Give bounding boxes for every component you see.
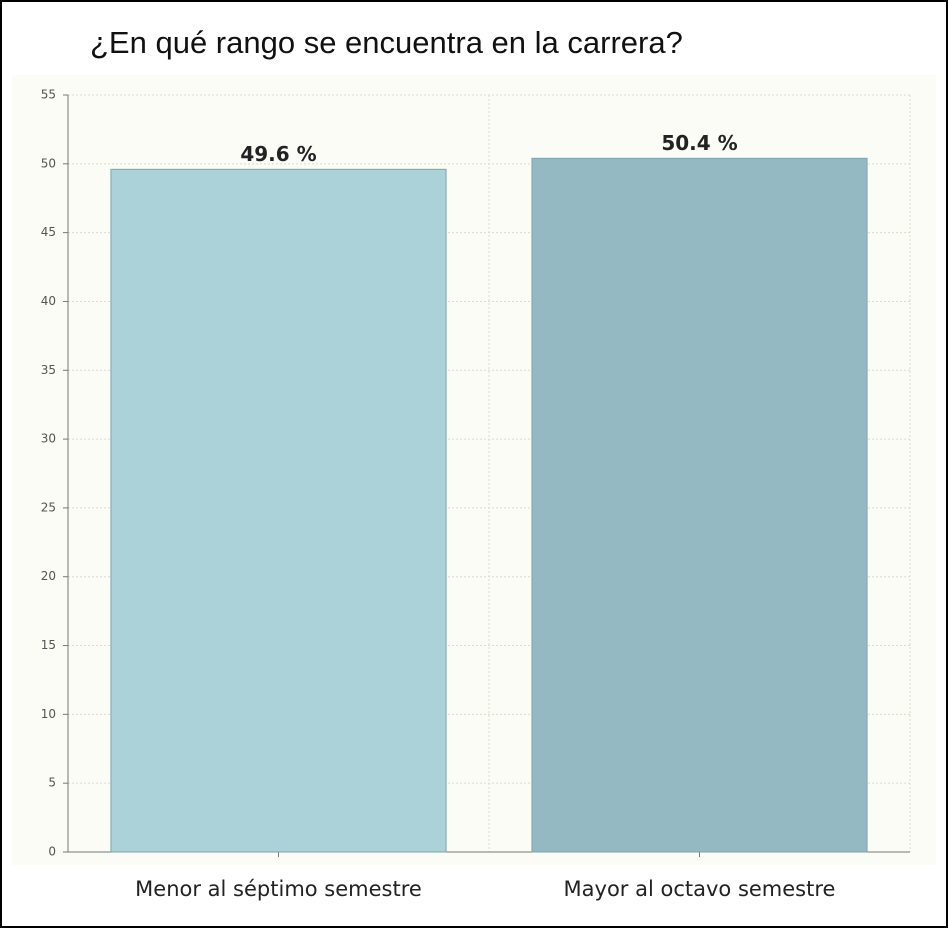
data-label: 49.6 % (240, 142, 316, 166)
bar (110, 168, 447, 853)
y-tick-label: 50 (41, 156, 56, 170)
y-tick-label: 25 (41, 500, 56, 514)
y-tick-label: 45 (41, 225, 56, 239)
bar (531, 157, 868, 853)
y-tick-label: 10 (41, 707, 56, 721)
data-label: 50.4 % (661, 131, 737, 155)
y-tick-label: 15 (41, 638, 56, 652)
y-tick-label: 20 (41, 569, 56, 583)
y-tick-label: 35 (41, 363, 56, 377)
x-tick-label: Menor al séptimo semestre (135, 877, 422, 901)
y-tick-label: 40 (41, 294, 56, 308)
y-tick-label: 0 (48, 845, 56, 859)
y-tick-label: 5 (48, 776, 56, 790)
chart-title: ¿En qué rango se encuentra en la carrera… (90, 25, 683, 60)
y-tick-label: 55 (41, 88, 56, 102)
y-tick-label: 30 (41, 432, 56, 446)
x-tick-label: Mayor al octavo semestre (564, 877, 836, 901)
